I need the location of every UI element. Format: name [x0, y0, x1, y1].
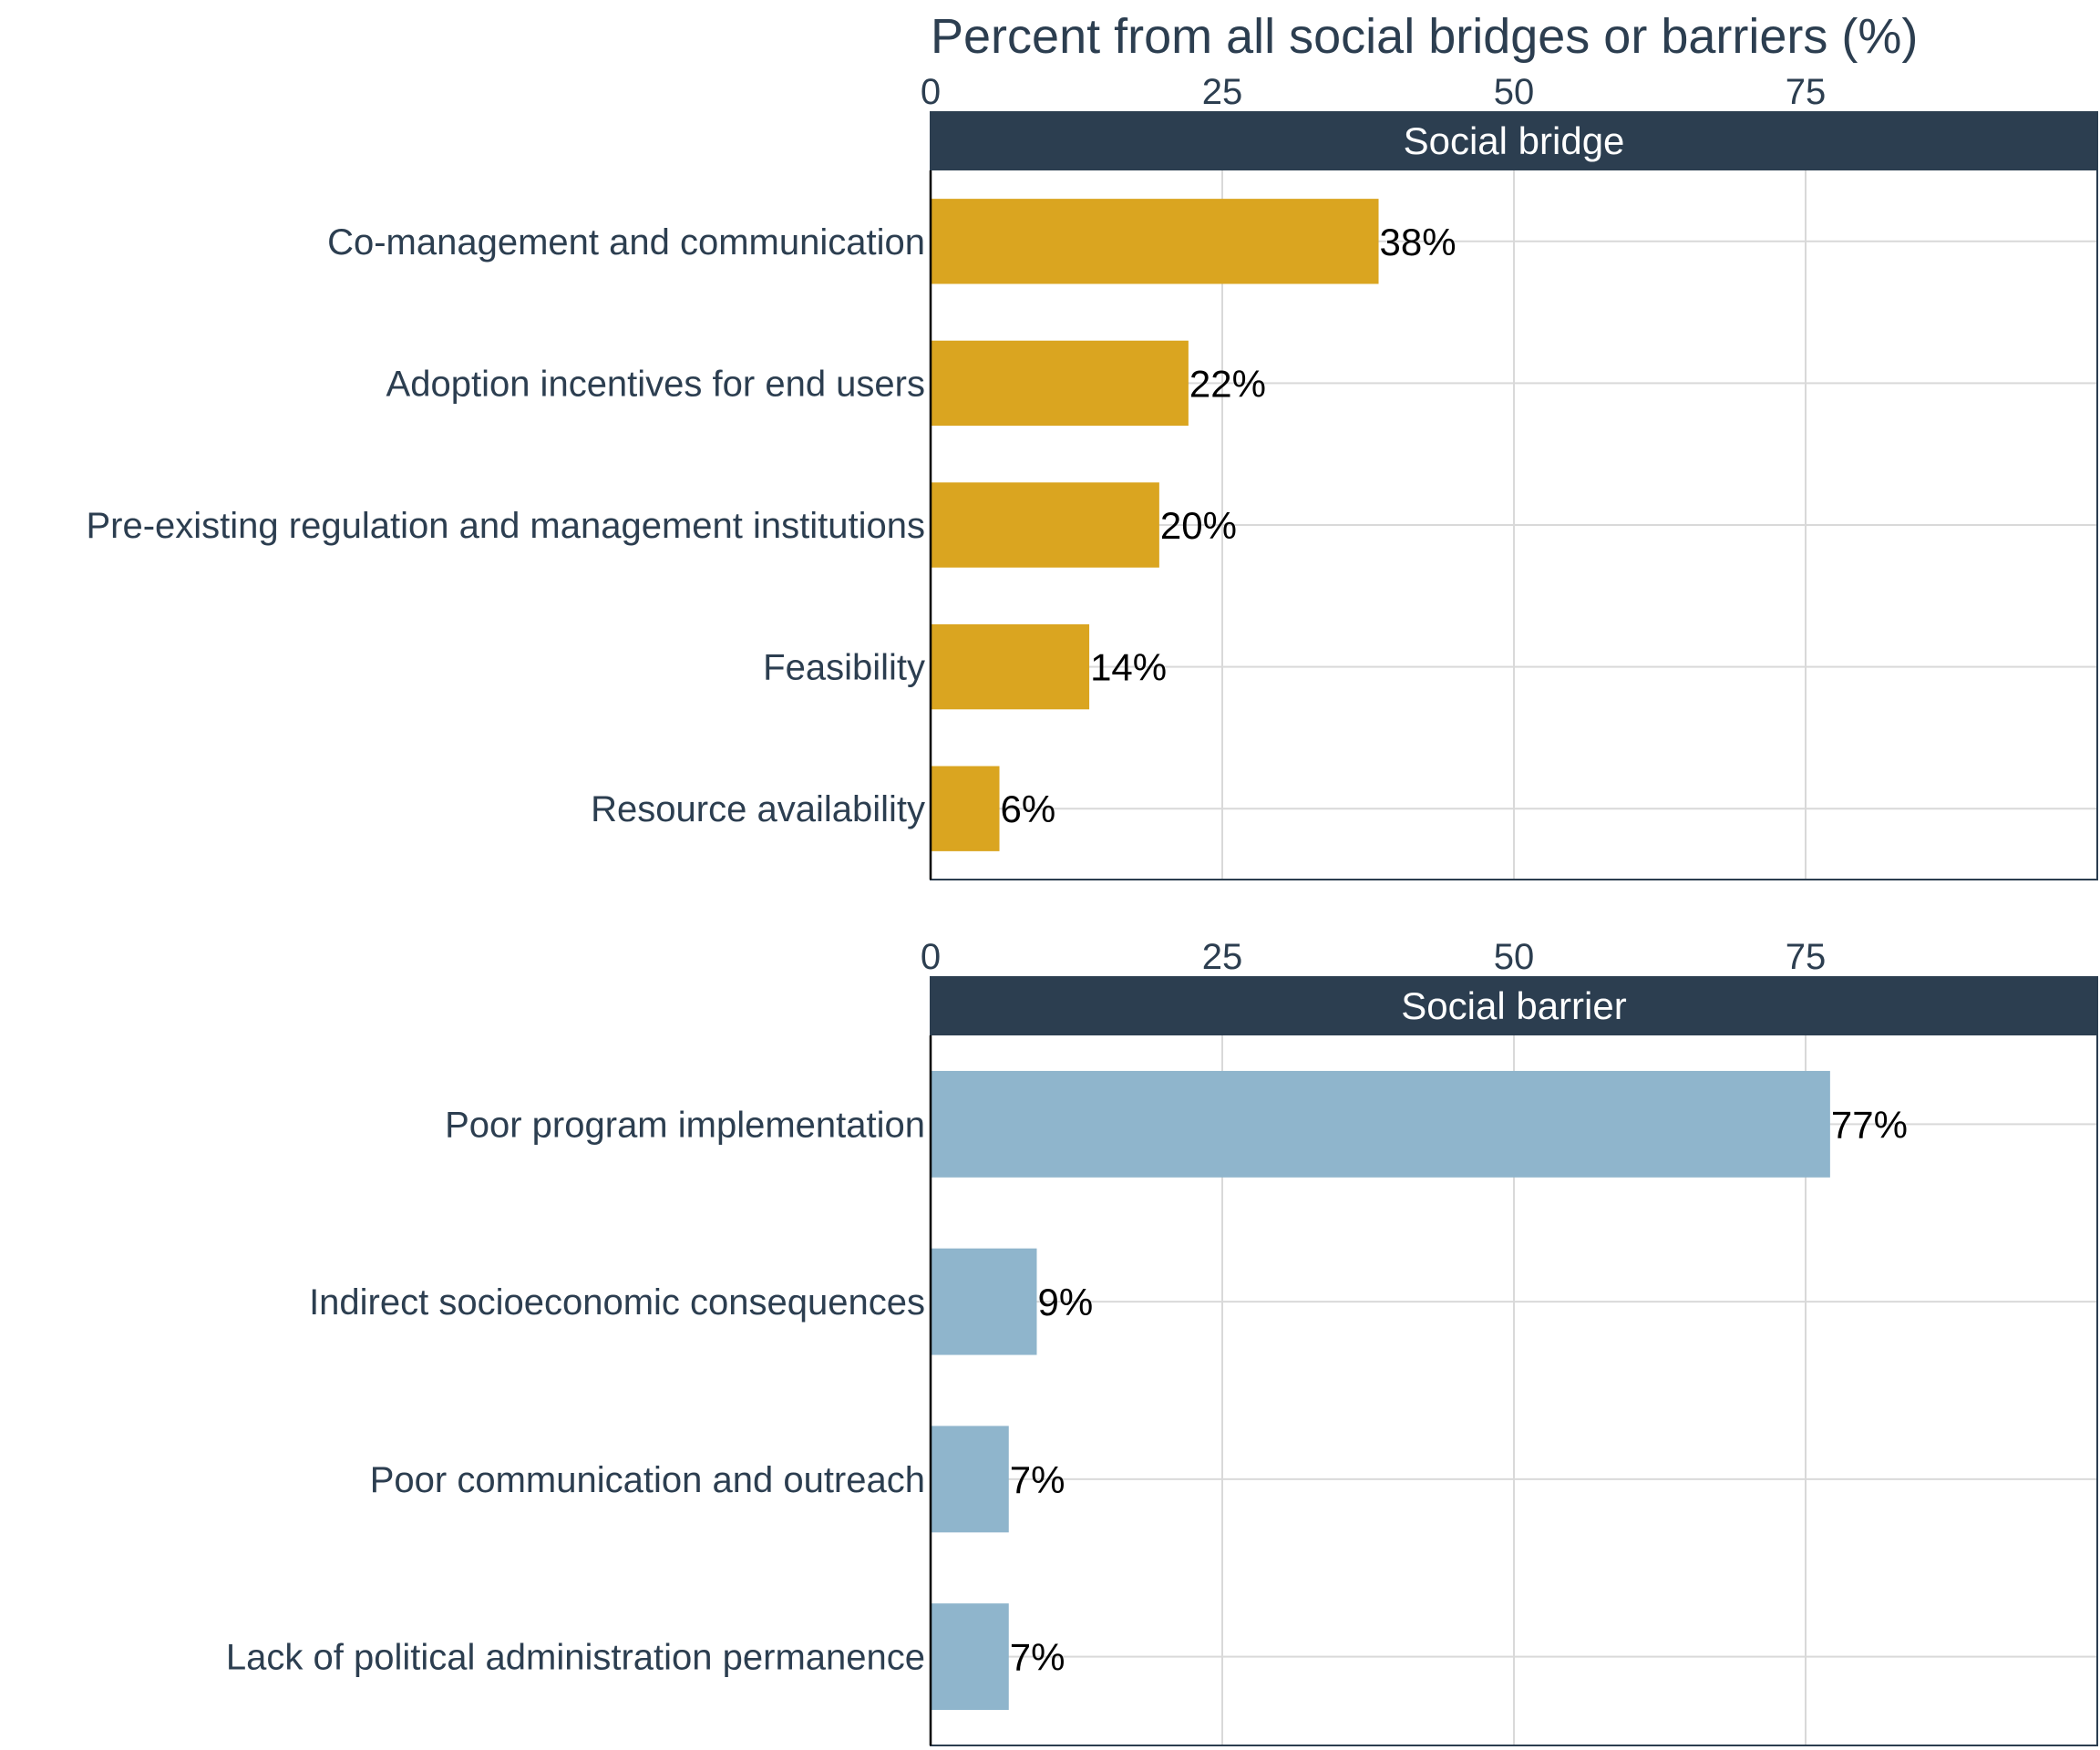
x-tick-label: 0	[921, 72, 941, 112]
y-category-label: Indirect socioeconomic consequences	[309, 1282, 925, 1323]
y-category-label: Poor communication and outreach	[370, 1460, 925, 1500]
y-category-label: Resource availability	[591, 789, 925, 829]
bar	[931, 1426, 1009, 1533]
y-category-label: Adoption incentives for end users	[386, 364, 925, 404]
bar	[931, 340, 1189, 427]
x-tick-label: 25	[1202, 72, 1243, 112]
bar-value-label: 22%	[1189, 362, 1266, 405]
y-category-label: Pre-existing regulation and management i…	[86, 506, 925, 546]
axis-title: Percent from all social bridges or barri…	[931, 9, 1918, 64]
x-tick-label: 0	[921, 937, 941, 977]
bar	[931, 1603, 1009, 1711]
bar	[931, 482, 1159, 568]
panel-1: Social bridge 0 25 50 75 Co-management and co…	[86, 72, 2098, 880]
bar	[931, 199, 1379, 284]
x-tick-label: 25	[1202, 937, 1243, 977]
bar-value-label: 9%	[1037, 1281, 1093, 1323]
x-tick-label: 50	[1494, 937, 1535, 977]
x-tick-label: 75	[1786, 937, 1827, 977]
y-category-label: Poor program implementation	[445, 1105, 925, 1145]
y-category-label: Feasibility	[763, 648, 925, 688]
bar-value-label: 20%	[1160, 504, 1237, 547]
bar	[931, 766, 1000, 851]
facet-strip-label: Social barrier	[1401, 984, 1626, 1027]
y-category-label: Co-management and communication	[327, 222, 925, 262]
x-tick-label: 50	[1494, 72, 1535, 112]
facet-strip	[931, 112, 2097, 170]
bar-value-label: 77%	[1831, 1103, 1908, 1146]
bar-value-label: 14%	[1090, 646, 1167, 689]
bar	[931, 623, 1090, 710]
bar-value-label: 7%	[1010, 1458, 1065, 1501]
panel-2: Social barrier 0 25 50 75 Poor program implem…	[226, 937, 2098, 1746]
bar	[931, 1248, 1037, 1355]
bar	[931, 1070, 1830, 1178]
bar-value-label: 38%	[1380, 221, 1457, 263]
x-tick-label: 75	[1786, 72, 1827, 112]
y-category-label: Lack of political administration permane…	[226, 1638, 925, 1678]
facet-strip-label: Social bridge	[1404, 119, 1625, 162]
bar-value-label: 6%	[1001, 788, 1056, 830]
facet-strip	[931, 977, 2097, 1035]
bar-value-label: 7%	[1010, 1636, 1065, 1679]
